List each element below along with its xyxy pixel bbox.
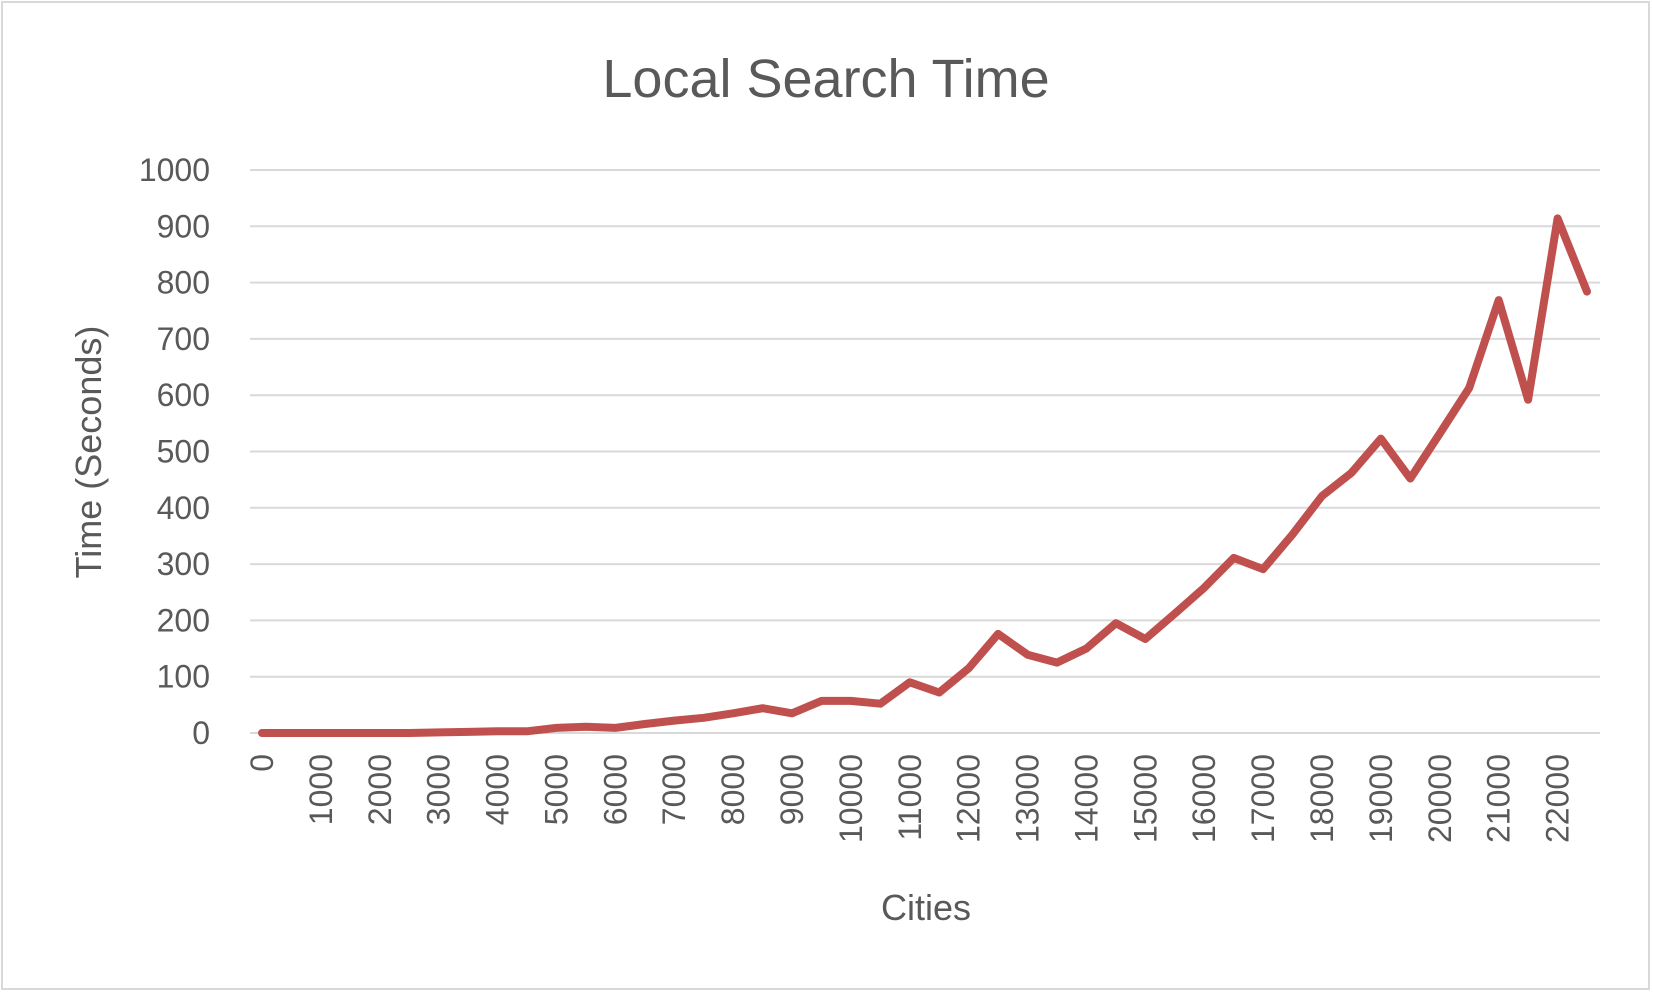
x-tick-label: 1000 bbox=[303, 754, 339, 825]
x-tick-label: 3000 bbox=[421, 754, 457, 825]
x-tick-label: 7000 bbox=[656, 754, 692, 825]
y-tick-label: 900 bbox=[157, 208, 210, 244]
series-layer bbox=[258, 214, 1591, 737]
x-tick-label: 15000 bbox=[1127, 754, 1163, 843]
y-tick-label: 200 bbox=[157, 602, 210, 638]
x-tick-label: 21000 bbox=[1481, 754, 1517, 843]
x-tick-label: 20000 bbox=[1422, 754, 1458, 843]
y-tick-label: 100 bbox=[157, 659, 210, 695]
x-tick-label: 22000 bbox=[1540, 754, 1576, 843]
x-tick-label: 0 bbox=[244, 754, 280, 772]
x-axis-ticks: 0 1000 2000 3000 4000 5000 6000 7000 8000 9000 100… bbox=[244, 754, 1576, 843]
y-axis-title: Time (Seconds) bbox=[68, 326, 109, 579]
x-tick-label: 5000 bbox=[538, 754, 574, 825]
y-tick-label: 600 bbox=[157, 377, 210, 413]
gridlines bbox=[250, 169, 1600, 734]
y-tick-label: 500 bbox=[157, 434, 210, 470]
x-tick-label: 14000 bbox=[1068, 754, 1104, 843]
x-axis-title: Cities bbox=[881, 887, 971, 928]
x-tick-label: 11000 bbox=[892, 754, 928, 841]
y-axis-ticks: 0 100 200 300 400 500 600 700 800 900 1000 bbox=[139, 152, 210, 751]
x-tick-label: 18000 bbox=[1304, 754, 1340, 843]
x-tick-label: 2000 bbox=[362, 754, 398, 825]
y-tick-label: 300 bbox=[157, 546, 210, 582]
x-tick-label: 4000 bbox=[480, 754, 516, 825]
x-tick-label: 12000 bbox=[951, 754, 987, 843]
x-tick-label: 17000 bbox=[1245, 754, 1281, 843]
x-tick-label: 16000 bbox=[1186, 754, 1222, 843]
y-tick-label: 1000 bbox=[139, 152, 210, 188]
y-tick-label: 0 bbox=[192, 715, 210, 751]
x-tick-label: 9000 bbox=[774, 754, 810, 825]
y-tick-label: 700 bbox=[157, 321, 210, 357]
x-tick-label: 8000 bbox=[715, 754, 751, 825]
y-tick-label: 800 bbox=[157, 265, 210, 301]
x-tick-label: 13000 bbox=[1010, 754, 1046, 843]
chart-title: Local Search Time bbox=[602, 49, 1049, 109]
x-tick-label: 19000 bbox=[1363, 754, 1399, 843]
y-tick-label: 400 bbox=[157, 490, 210, 526]
x-tick-label: 10000 bbox=[833, 754, 869, 843]
x-tick-label: 6000 bbox=[597, 754, 633, 825]
series-line bbox=[258, 214, 1591, 737]
